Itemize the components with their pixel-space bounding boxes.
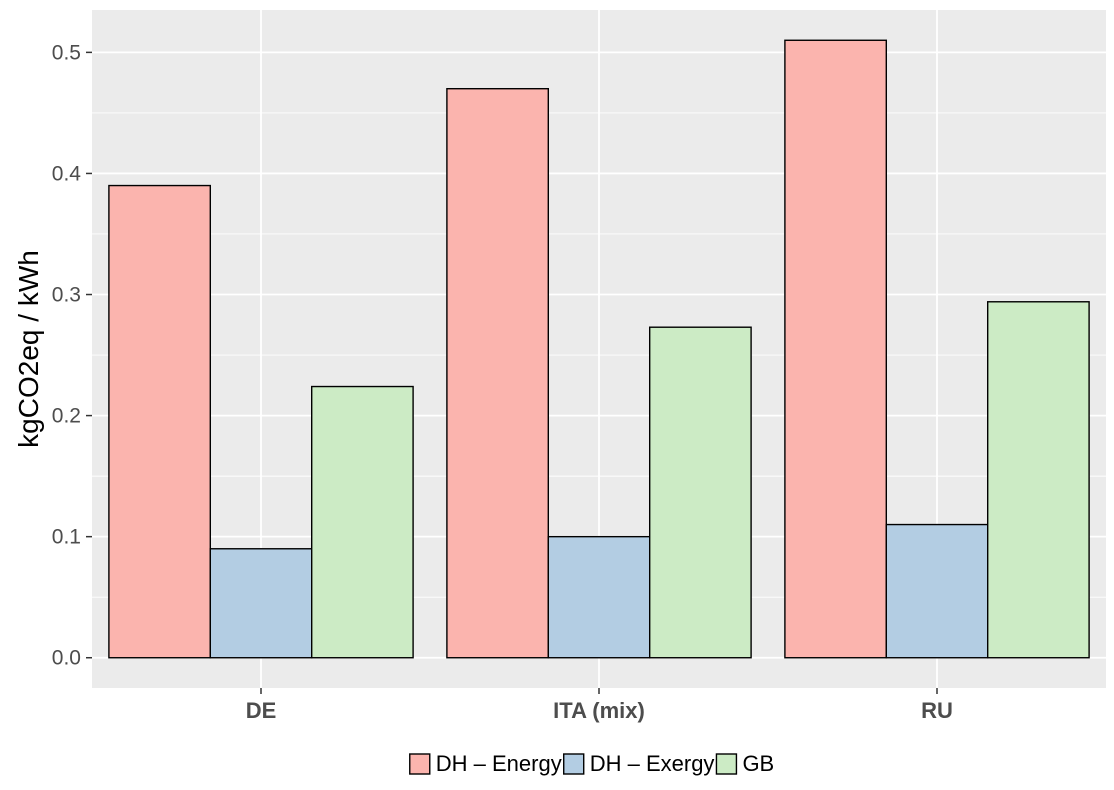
- legend-item: GB: [715, 751, 774, 776]
- bar: [311, 385, 414, 659]
- bar: [784, 39, 888, 659]
- bar: [649, 326, 752, 659]
- y-tick-label: 0.5: [52, 41, 81, 64]
- y-tick-label: 0.2: [52, 405, 81, 428]
- y-axis-ticks: 0.0 0.1 0.2 0.3 0.4 0.5: [52, 41, 92, 670]
- y-tick-label: 0.3: [52, 284, 81, 307]
- bars: [108, 39, 1090, 659]
- legend-key: [563, 753, 585, 775]
- y-tick-label: 0.4: [52, 162, 82, 185]
- legend-label: DH – Exergy: [590, 751, 715, 776]
- legend-label: DH – Energy: [436, 751, 562, 776]
- legend-key: [409, 753, 431, 775]
- legend-item: DH – Exergy: [563, 751, 715, 776]
- bar: [547, 535, 651, 659]
- x-tick-label: DE: [246, 698, 277, 723]
- legend-item: DH – Energy: [409, 751, 562, 776]
- bar: [446, 87, 549, 659]
- bar: [108, 184, 212, 659]
- legend-key: [715, 753, 738, 775]
- bar: [987, 301, 1090, 659]
- bar: [209, 548, 313, 659]
- x-tick-label: RU: [921, 698, 953, 723]
- x-axis-ticks: DE ITA (mix) RU: [246, 688, 953, 723]
- y-tick-label: 0.0: [52, 647, 81, 670]
- bar: [885, 523, 989, 659]
- legend: DH – Energy DH – Exergy GB: [409, 751, 774, 776]
- x-tick-label: ITA (mix): [553, 698, 645, 723]
- y-tick-label: 0.1: [52, 526, 81, 549]
- y-axis-title: kgCO2eq / kWh: [13, 250, 44, 448]
- legend-label: GB: [742, 751, 774, 776]
